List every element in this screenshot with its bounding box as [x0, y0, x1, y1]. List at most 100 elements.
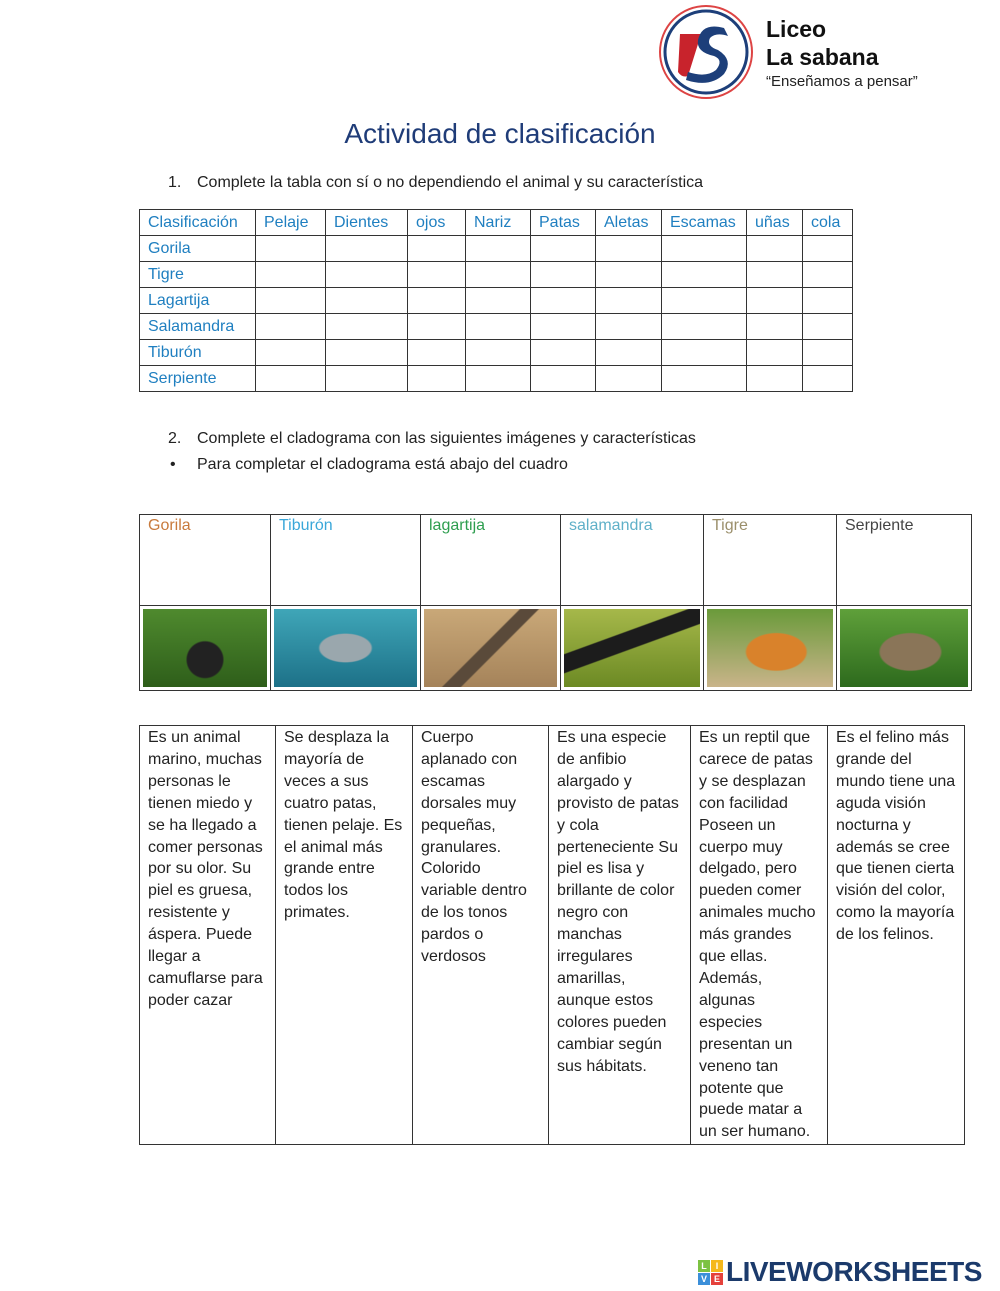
row-label: Salamandra — [139, 313, 256, 340]
animal-name-cell[interactable]: Serpiente — [836, 514, 972, 606]
table-row: Tigre — [139, 261, 853, 288]
animal-name-cell[interactable]: Tiburón — [270, 514, 421, 606]
answer-cell[interactable] — [661, 235, 747, 262]
tiger-photo[interactable] — [707, 609, 833, 687]
answer-cell[interactable] — [465, 339, 531, 366]
answer-cell[interactable] — [407, 339, 466, 366]
answer-cell[interactable] — [325, 365, 408, 392]
lizard-photo[interactable] — [424, 609, 557, 687]
row-label: Gorila — [139, 235, 256, 262]
description-cell: Es un reptil que carece de patas y se de… — [690, 724, 828, 1146]
column-header: Clasificación — [139, 209, 256, 236]
animal-name: Serpiente — [845, 517, 914, 534]
animal-name-cell[interactable]: salamandra — [560, 514, 704, 606]
answer-cell[interactable] — [325, 339, 408, 366]
answer-cell[interactable] — [802, 365, 853, 392]
answer-cell[interactable] — [802, 339, 853, 366]
answer-cell[interactable] — [325, 261, 408, 288]
answer-cell[interactable] — [325, 313, 408, 340]
animal-image-cell — [560, 605, 704, 691]
answer-cell[interactable] — [465, 365, 531, 392]
answer-cell[interactable] — [325, 287, 408, 314]
answer-cell[interactable] — [325, 235, 408, 262]
table-row: Lagartija — [139, 287, 853, 314]
answer-cell[interactable] — [661, 339, 747, 366]
answer-cell[interactable] — [802, 261, 853, 288]
answer-cell[interactable] — [595, 235, 662, 262]
answer-cell[interactable] — [595, 287, 662, 314]
answer-cell[interactable] — [465, 313, 531, 340]
table-row: Salamandra — [139, 313, 853, 340]
animal-name: Tigre — [712, 517, 748, 534]
answer-cell[interactable] — [661, 365, 747, 392]
answer-cell[interactable] — [255, 261, 326, 288]
answer-cell[interactable] — [661, 313, 747, 340]
answer-cell[interactable] — [746, 261, 803, 288]
animal-name-cell[interactable]: Tigre — [703, 514, 837, 606]
answer-cell[interactable] — [255, 287, 326, 314]
school-motto: “Enseñamos a pensar” — [766, 73, 918, 90]
page-title: Actividad de clasificación — [344, 118, 656, 149]
q1-number: 1. — [168, 174, 182, 191]
answer-cell[interactable] — [746, 365, 803, 392]
snake-photo[interactable] — [840, 609, 968, 687]
answer-cell[interactable] — [255, 313, 326, 340]
description-cell: Se desplaza la mayoría de veces a sus cu… — [275, 724, 413, 1146]
answer-cell[interactable] — [530, 235, 596, 262]
answer-cell[interactable] — [530, 339, 596, 366]
table-row: Gorila — [139, 235, 853, 262]
answer-cell[interactable] — [255, 365, 326, 392]
answer-cell[interactable] — [530, 365, 596, 392]
animal-name-cell[interactable]: lagartija — [420, 514, 561, 606]
answer-cell[interactable] — [595, 261, 662, 288]
animal-image-cell — [139, 605, 271, 691]
answer-cell[interactable] — [255, 235, 326, 262]
answer-cell[interactable] — [465, 287, 531, 314]
liveworksheets-brand: LIVEWORKSHEETS — [726, 1256, 982, 1287]
answer-cell[interactable] — [661, 261, 747, 288]
answer-cell[interactable] — [530, 287, 596, 314]
animal-name-cell[interactable]: Gorila — [139, 514, 271, 606]
answer-cell[interactable] — [746, 287, 803, 314]
shark-photo[interactable] — [274, 609, 417, 687]
answer-cell[interactable] — [465, 235, 531, 262]
q1-text: Complete la tabla con sí o no dependiend… — [197, 174, 704, 191]
answer-cell[interactable] — [407, 313, 466, 340]
gorilla-photo[interactable] — [143, 609, 267, 687]
classification-table: Clasificación Pelaje Dientes ojos Nariz Patas… — [139, 209, 853, 392]
answer-cell[interactable] — [595, 339, 662, 366]
answer-cell[interactable] — [595, 365, 662, 392]
answer-cell[interactable] — [465, 261, 531, 288]
answer-cell[interactable] — [746, 339, 803, 366]
answer-cell[interactable] — [746, 235, 803, 262]
answer-cell[interactable] — [530, 313, 596, 340]
answer-cell[interactable] — [661, 287, 747, 314]
answer-cell[interactable] — [802, 287, 853, 314]
cladogram-images-table: Gorila Tiburón lagartija salamandra Tigre Ser… — [139, 514, 972, 691]
q2-bullet-text: Para completar el cladograma está abajo … — [197, 456, 568, 473]
animal-image-cell — [836, 605, 972, 691]
description-cell: Es una especie de anfibio alargado y pro… — [548, 724, 691, 1146]
header-row: Clasificación Pelaje Dientes ojos Nariz Patas… — [139, 209, 853, 236]
description-cell: Es un animal marino, muchas personas le … — [139, 724, 276, 1146]
answer-cell[interactable] — [802, 235, 853, 262]
answer-cell[interactable] — [407, 235, 466, 262]
animal-name: Tiburón — [279, 517, 333, 534]
salamander-photo[interactable] — [564, 609, 700, 687]
answer-cell[interactable] — [802, 313, 853, 340]
live-badge-icon: L I V E — [698, 1259, 723, 1285]
answer-cell[interactable] — [407, 261, 466, 288]
description-cell: Cuerpo aplanado con escamas dorsales muy… — [412, 724, 549, 1146]
animal-image-cell — [270, 605, 421, 691]
column-header: Pelaje — [255, 209, 326, 236]
table-row: Tiburón — [139, 339, 853, 366]
animal-image-cell — [703, 605, 837, 691]
answer-cell[interactable] — [530, 261, 596, 288]
answer-cell[interactable] — [407, 365, 466, 392]
answer-cell[interactable] — [255, 339, 326, 366]
answer-cell[interactable] — [595, 313, 662, 340]
answer-cell[interactable] — [407, 287, 466, 314]
row-label: Tiburón — [139, 339, 256, 366]
answer-cell[interactable] — [746, 313, 803, 340]
